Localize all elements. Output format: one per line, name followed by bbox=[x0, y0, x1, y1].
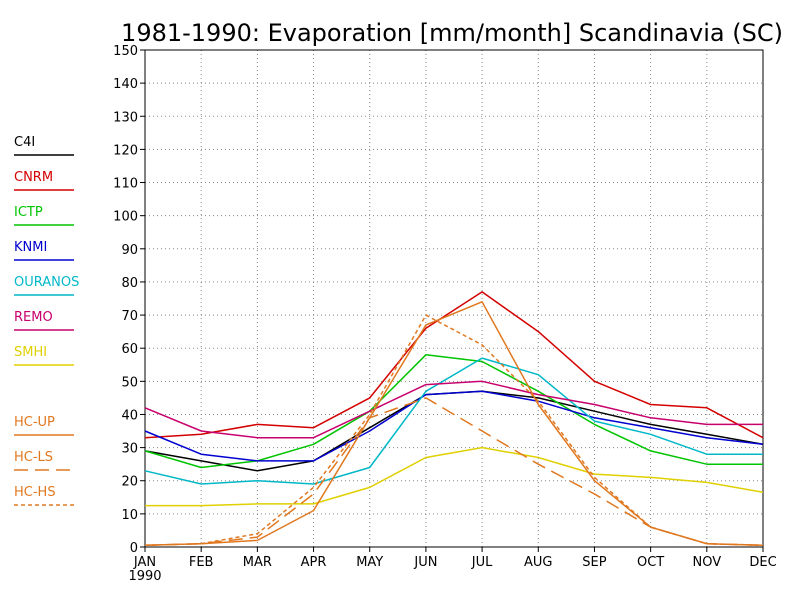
plot-frame bbox=[144, 49, 764, 548]
x-tick-label: FEB bbox=[189, 555, 214, 570]
x-tick-label: JUL bbox=[471, 555, 493, 570]
legend-label-remo: REMO bbox=[14, 310, 53, 325]
x-tick-label: APR bbox=[301, 555, 327, 570]
x-tick-label: DEC bbox=[749, 555, 776, 570]
y-tick-label: 140 bbox=[113, 77, 138, 92]
y-tick-label: 20 bbox=[121, 475, 138, 490]
series-line-hc-hs bbox=[144, 314, 764, 547]
grid bbox=[145, 50, 763, 547]
y-tick-label: 60 bbox=[121, 342, 138, 357]
y-tick-label: 10 bbox=[121, 508, 138, 523]
y-tick-label: 130 bbox=[113, 110, 138, 125]
legend-label-cnrm: CNRM bbox=[14, 170, 53, 185]
legend-label-c4i: C4I bbox=[14, 135, 35, 150]
y-tick-label: 90 bbox=[121, 243, 138, 258]
legend-label-hc-up: HC-UP bbox=[14, 415, 55, 430]
series-line-hc-ls bbox=[144, 397, 764, 547]
y-tick-label: 80 bbox=[121, 276, 138, 291]
series-line-hc-up bbox=[144, 301, 764, 547]
x-tick-label: OCT bbox=[637, 555, 664, 570]
series-line-knmi bbox=[144, 390, 764, 462]
y-tick-label: 150 bbox=[113, 44, 138, 59]
series-line-smhi bbox=[145, 446, 764, 507]
x-tick-label: JUN bbox=[413, 555, 437, 570]
legend: C4I CNRM ICTP KNMI OURANOS REMO SMHI HC-UP HC-LS… bbox=[14, 135, 79, 506]
y-tick-label: 40 bbox=[121, 408, 138, 423]
series-line-remo bbox=[144, 380, 763, 439]
x-tick-label: MAY bbox=[356, 555, 383, 570]
y-tick-label: 100 bbox=[113, 210, 138, 225]
legend-label-knmi: KNMI bbox=[14, 240, 47, 255]
legend-label-hc-hs: HC-HS bbox=[14, 485, 56, 500]
series-line-ictp bbox=[144, 354, 763, 469]
y-tick-label: 50 bbox=[121, 375, 138, 390]
legend-label-smhi: SMHI bbox=[14, 345, 47, 360]
y-axis: 0 10 20 30 40 50 60 70 80 90 100 110 120 130 140 150 bbox=[113, 44, 145, 556]
legend-label-ouranos: OURANOS bbox=[14, 275, 79, 290]
chart-title: 1981-1990: Evaporation [mm/month] Scandi… bbox=[121, 19, 783, 47]
legend-label-hc-ls: HC-LS bbox=[14, 450, 53, 465]
y-tick-label: 0 bbox=[130, 541, 138, 556]
y-tick-label: 70 bbox=[121, 309, 138, 324]
series-line-cnrm bbox=[144, 291, 764, 439]
series-line-ouranos bbox=[144, 357, 763, 485]
y-tick-label: 110 bbox=[113, 177, 138, 192]
x-tick-label: NOV bbox=[693, 555, 722, 570]
y-tick-label: 30 bbox=[121, 442, 138, 457]
x-tick-label: AUG bbox=[524, 555, 552, 570]
x-tick-label: SEP bbox=[582, 555, 606, 570]
series-lines bbox=[144, 291, 764, 547]
x-tick-label: JAN bbox=[133, 555, 156, 570]
y-tick-label: 120 bbox=[113, 143, 138, 158]
x-axis: JAN FEB MAR APR MAY JUN JUL AUG SEP OCT NOV DEC 1990 bbox=[128, 547, 777, 584]
x-tick-label: MAR bbox=[243, 555, 272, 570]
x-tick-year-label: 1990 bbox=[128, 569, 161, 584]
legend-label-ictp: ICTP bbox=[14, 205, 43, 220]
